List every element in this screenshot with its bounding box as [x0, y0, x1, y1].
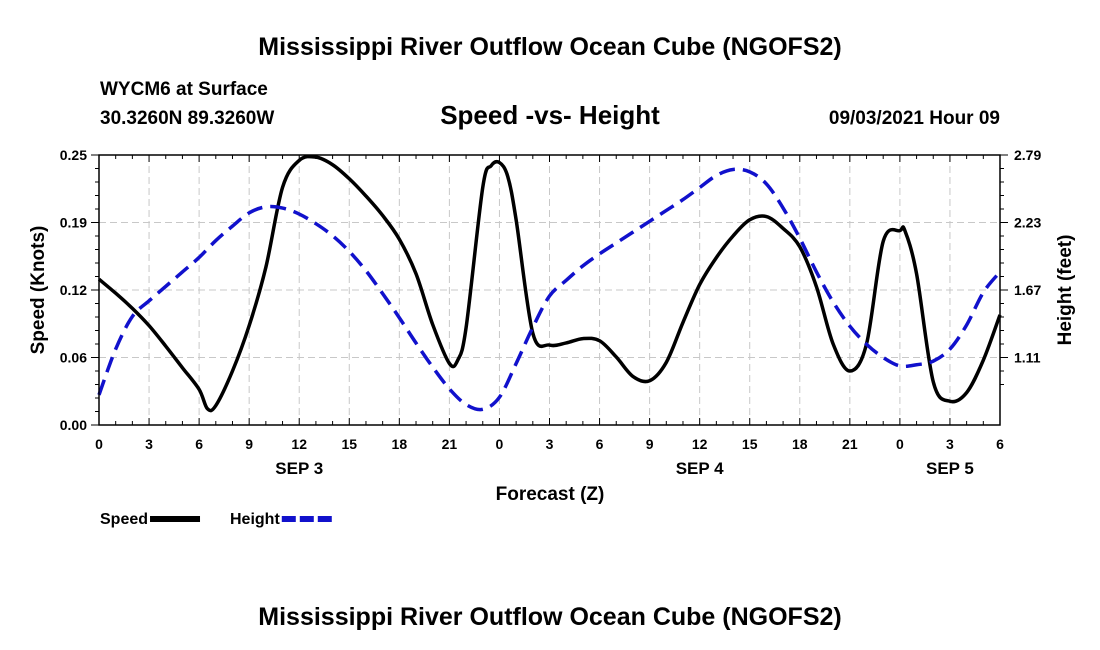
x-tick-label: 12	[692, 436, 708, 452]
x-tick-label: 3	[546, 436, 554, 452]
y-tick-label: 0.00	[60, 417, 87, 433]
x-axis-label: Forecast (Z)	[496, 484, 605, 505]
x-tick-label: 21	[842, 436, 858, 452]
x-tick-label: 0	[896, 436, 904, 452]
y2-axis-label: Height (feet)	[1055, 235, 1076, 346]
day-label: SEP 3	[275, 459, 323, 478]
y-tick-label: 0.19	[60, 215, 87, 231]
chart-title-top: Mississippi River Outflow Ocean Cube (NG…	[258, 33, 841, 61]
coordinates-label: 30.3260N 89.3260W	[100, 108, 274, 129]
y-tick-label: 0.25	[60, 147, 87, 163]
day-label: SEP 4	[676, 459, 724, 478]
axes: 0 3 6 9 12 15 18 21 0 3 6 9 12 15 18 21 0 3 6 0.00 0.06 0.12 0…	[60, 147, 1042, 478]
plot-title: Speed -vs- Height	[440, 100, 660, 130]
datetime-label: 09/03/2021 Hour 09	[829, 108, 1000, 129]
y2-tick-label: 1.11	[1014, 350, 1041, 366]
x-tick-label: 9	[245, 436, 253, 452]
station-label: WYCM6 at Surface	[100, 79, 268, 100]
x-tick-label: 18	[392, 436, 408, 452]
x-tick-label: 3	[145, 436, 153, 452]
x-tick-label: 3	[946, 436, 954, 452]
y-axis-label: Speed (Knots)	[28, 226, 49, 355]
x-tick-label: 0	[496, 436, 504, 452]
y2-tick-label: 2.23	[1014, 215, 1041, 231]
x-tick-label: 12	[291, 436, 307, 452]
x-tick-label: 15	[742, 436, 758, 452]
x-tick-label: 6	[996, 436, 1004, 452]
y2-tick-label: 1.67	[1014, 282, 1041, 298]
x-tick-label: 21	[442, 436, 458, 452]
x-tick-label: 6	[596, 436, 604, 452]
day-label: SEP 5	[926, 459, 974, 478]
x-tick-label: 6	[195, 436, 203, 452]
y-tick-label: 0.06	[60, 350, 87, 366]
legend-label-speed: Speed	[100, 511, 148, 528]
series-line-height	[97, 167, 1002, 412]
series-line-speed	[97, 154, 1002, 413]
series-layer	[97, 154, 1002, 413]
x-tick-label: 18	[792, 436, 808, 452]
grid-lines	[99, 155, 1000, 425]
y-tick-label: 0.12	[60, 282, 87, 298]
legend-label-height: Height	[230, 511, 280, 528]
x-tick-label: 15	[341, 436, 357, 452]
legend: Speed Height	[100, 511, 332, 528]
x-tick-label: 9	[646, 436, 654, 452]
x-tick-label: 0	[95, 436, 103, 452]
y2-tick-label: 2.79	[1014, 147, 1041, 163]
chart-title-bottom: Mississippi River Outflow Ocean Cube (NG…	[258, 603, 841, 631]
